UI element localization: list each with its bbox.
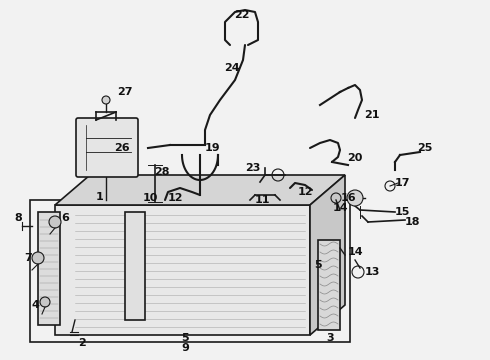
- Text: 19: 19: [204, 143, 220, 153]
- Text: 22: 22: [234, 10, 250, 20]
- Polygon shape: [38, 212, 60, 325]
- Text: 4: 4: [31, 300, 39, 310]
- Text: 18: 18: [404, 217, 420, 227]
- Text: 1: 1: [96, 192, 104, 202]
- Text: 16: 16: [340, 193, 356, 203]
- Text: 26: 26: [114, 143, 130, 153]
- Polygon shape: [310, 175, 345, 335]
- Text: 2: 2: [78, 338, 86, 348]
- Text: 12: 12: [167, 193, 183, 203]
- Text: 12: 12: [297, 187, 313, 197]
- Text: 21: 21: [364, 110, 380, 120]
- Text: 3: 3: [326, 333, 334, 343]
- Circle shape: [32, 252, 44, 264]
- Text: 9: 9: [181, 343, 189, 353]
- Polygon shape: [318, 240, 340, 330]
- Text: 14: 14: [332, 203, 348, 213]
- Polygon shape: [125, 212, 145, 320]
- FancyBboxPatch shape: [76, 118, 138, 177]
- Circle shape: [40, 297, 50, 307]
- Text: 15: 15: [394, 207, 410, 217]
- Polygon shape: [55, 205, 310, 335]
- Text: 5: 5: [181, 333, 189, 343]
- Circle shape: [347, 190, 363, 206]
- Text: 24: 24: [224, 63, 240, 73]
- Text: 25: 25: [417, 143, 433, 153]
- Text: 27: 27: [117, 87, 133, 97]
- Text: 7: 7: [24, 253, 32, 263]
- Polygon shape: [55, 175, 345, 205]
- Text: 23: 23: [245, 163, 261, 173]
- Circle shape: [49, 216, 61, 228]
- Text: 10: 10: [142, 193, 158, 203]
- Text: 6: 6: [61, 213, 69, 223]
- Text: 14: 14: [347, 247, 363, 257]
- Text: 5: 5: [314, 260, 322, 270]
- Text: 28: 28: [154, 167, 170, 177]
- Text: 17: 17: [394, 178, 410, 188]
- Text: 8: 8: [14, 213, 22, 223]
- Text: 11: 11: [254, 195, 270, 205]
- Text: 20: 20: [347, 153, 363, 163]
- Circle shape: [102, 96, 110, 104]
- Text: 13: 13: [364, 267, 380, 277]
